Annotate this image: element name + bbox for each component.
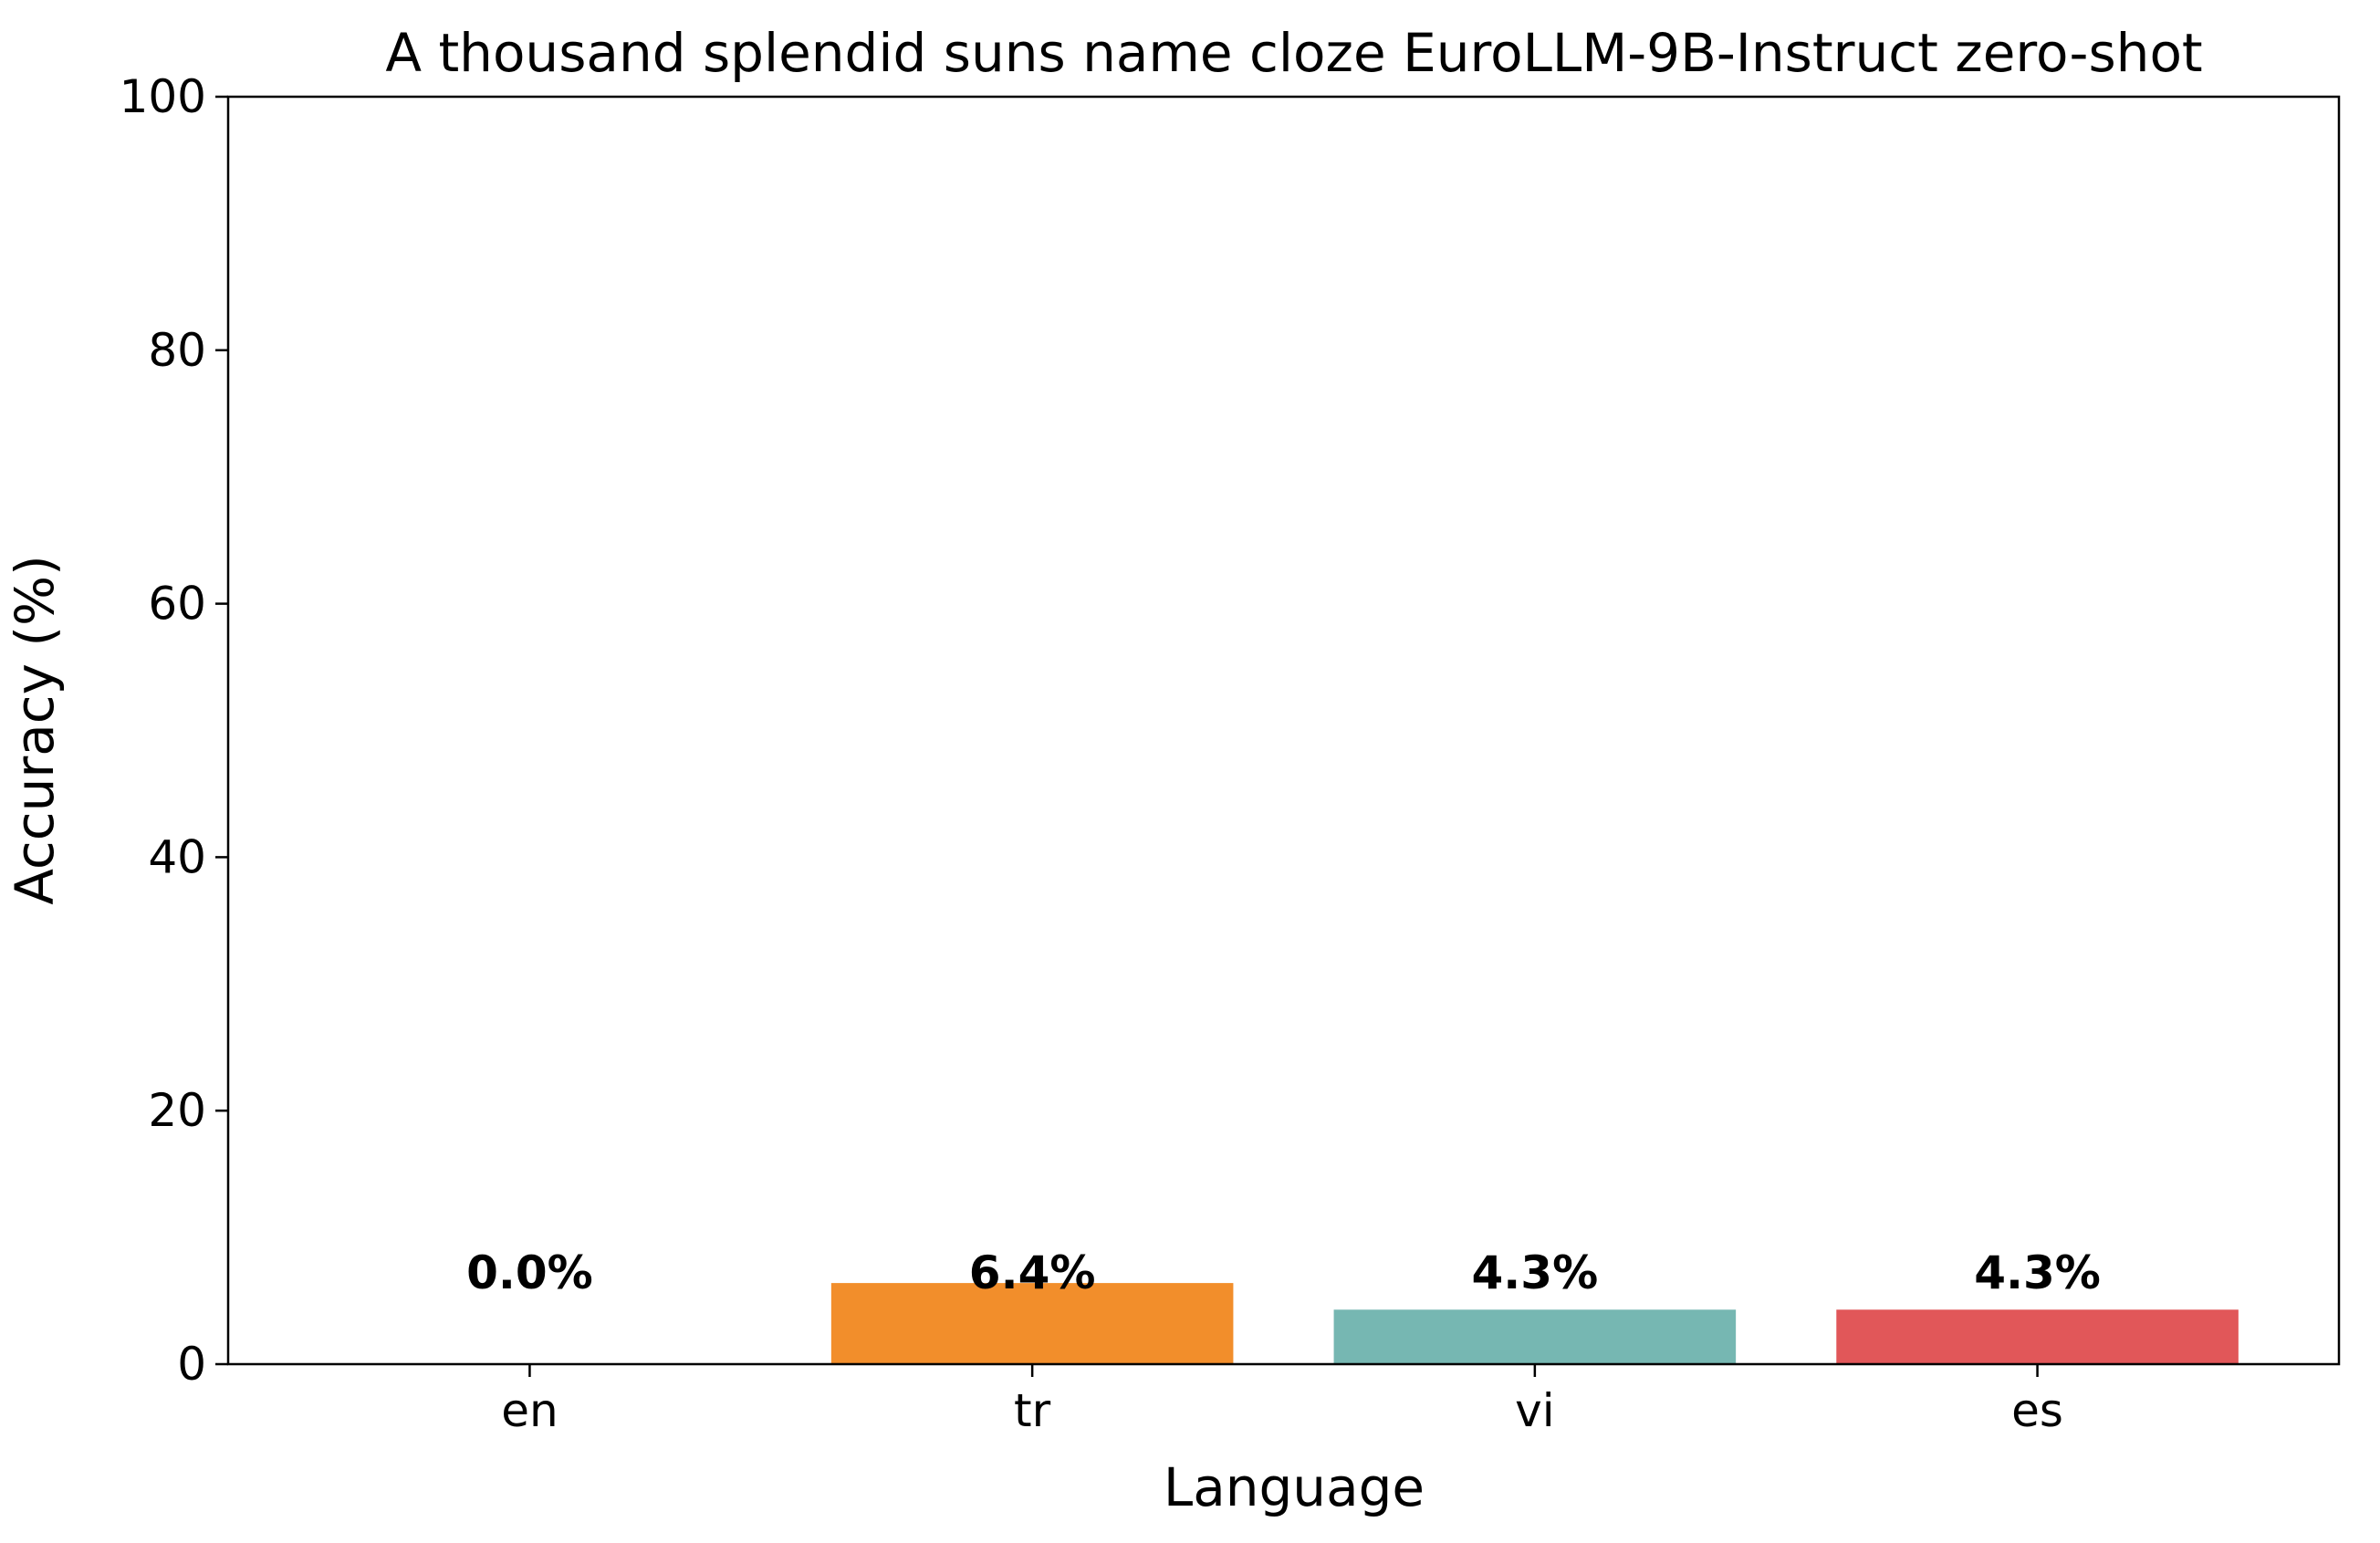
x-tick-label-vi: vi (1515, 1384, 1554, 1437)
x-axis-label: Language (1164, 1456, 1425, 1518)
y-tick-label: 40 (148, 830, 206, 883)
bar-es (1836, 1309, 2239, 1364)
data-labels-layer: 0.0% 6.4% 4.3% 4.3% (466, 1246, 2101, 1299)
y-tick-label: 80 (148, 324, 206, 377)
plot-area-frame (226, 95, 2341, 1366)
bars-layer (830, 1283, 2239, 1364)
chart-title: A thousand splendid suns name cloze Euro… (385, 22, 2202, 84)
data-label-vi: 4.3% (1472, 1246, 1599, 1299)
bar-vi (1333, 1309, 1737, 1364)
y-axis-label: Accuracy (%) (4, 555, 66, 905)
x-tick-label-en: en (501, 1384, 558, 1437)
y-tick-label: 60 (148, 578, 206, 631)
x-axis: en tr vi es (501, 1364, 2063, 1437)
x-tick-label-tr: tr (1014, 1384, 1051, 1437)
bar-tr (830, 1283, 1234, 1364)
data-label-tr: 6.4% (969, 1246, 1096, 1299)
y-tick-label: 0 (177, 1338, 206, 1391)
y-axis: 0 20 40 60 80 100 (120, 70, 228, 1391)
y-tick-label: 100 (120, 70, 206, 123)
data-label-es: 4.3% (1974, 1246, 2101, 1299)
x-tick-label-es: es (2011, 1384, 2063, 1437)
data-label-en: 0.0% (466, 1246, 593, 1299)
y-tick-label: 20 (148, 1084, 206, 1137)
